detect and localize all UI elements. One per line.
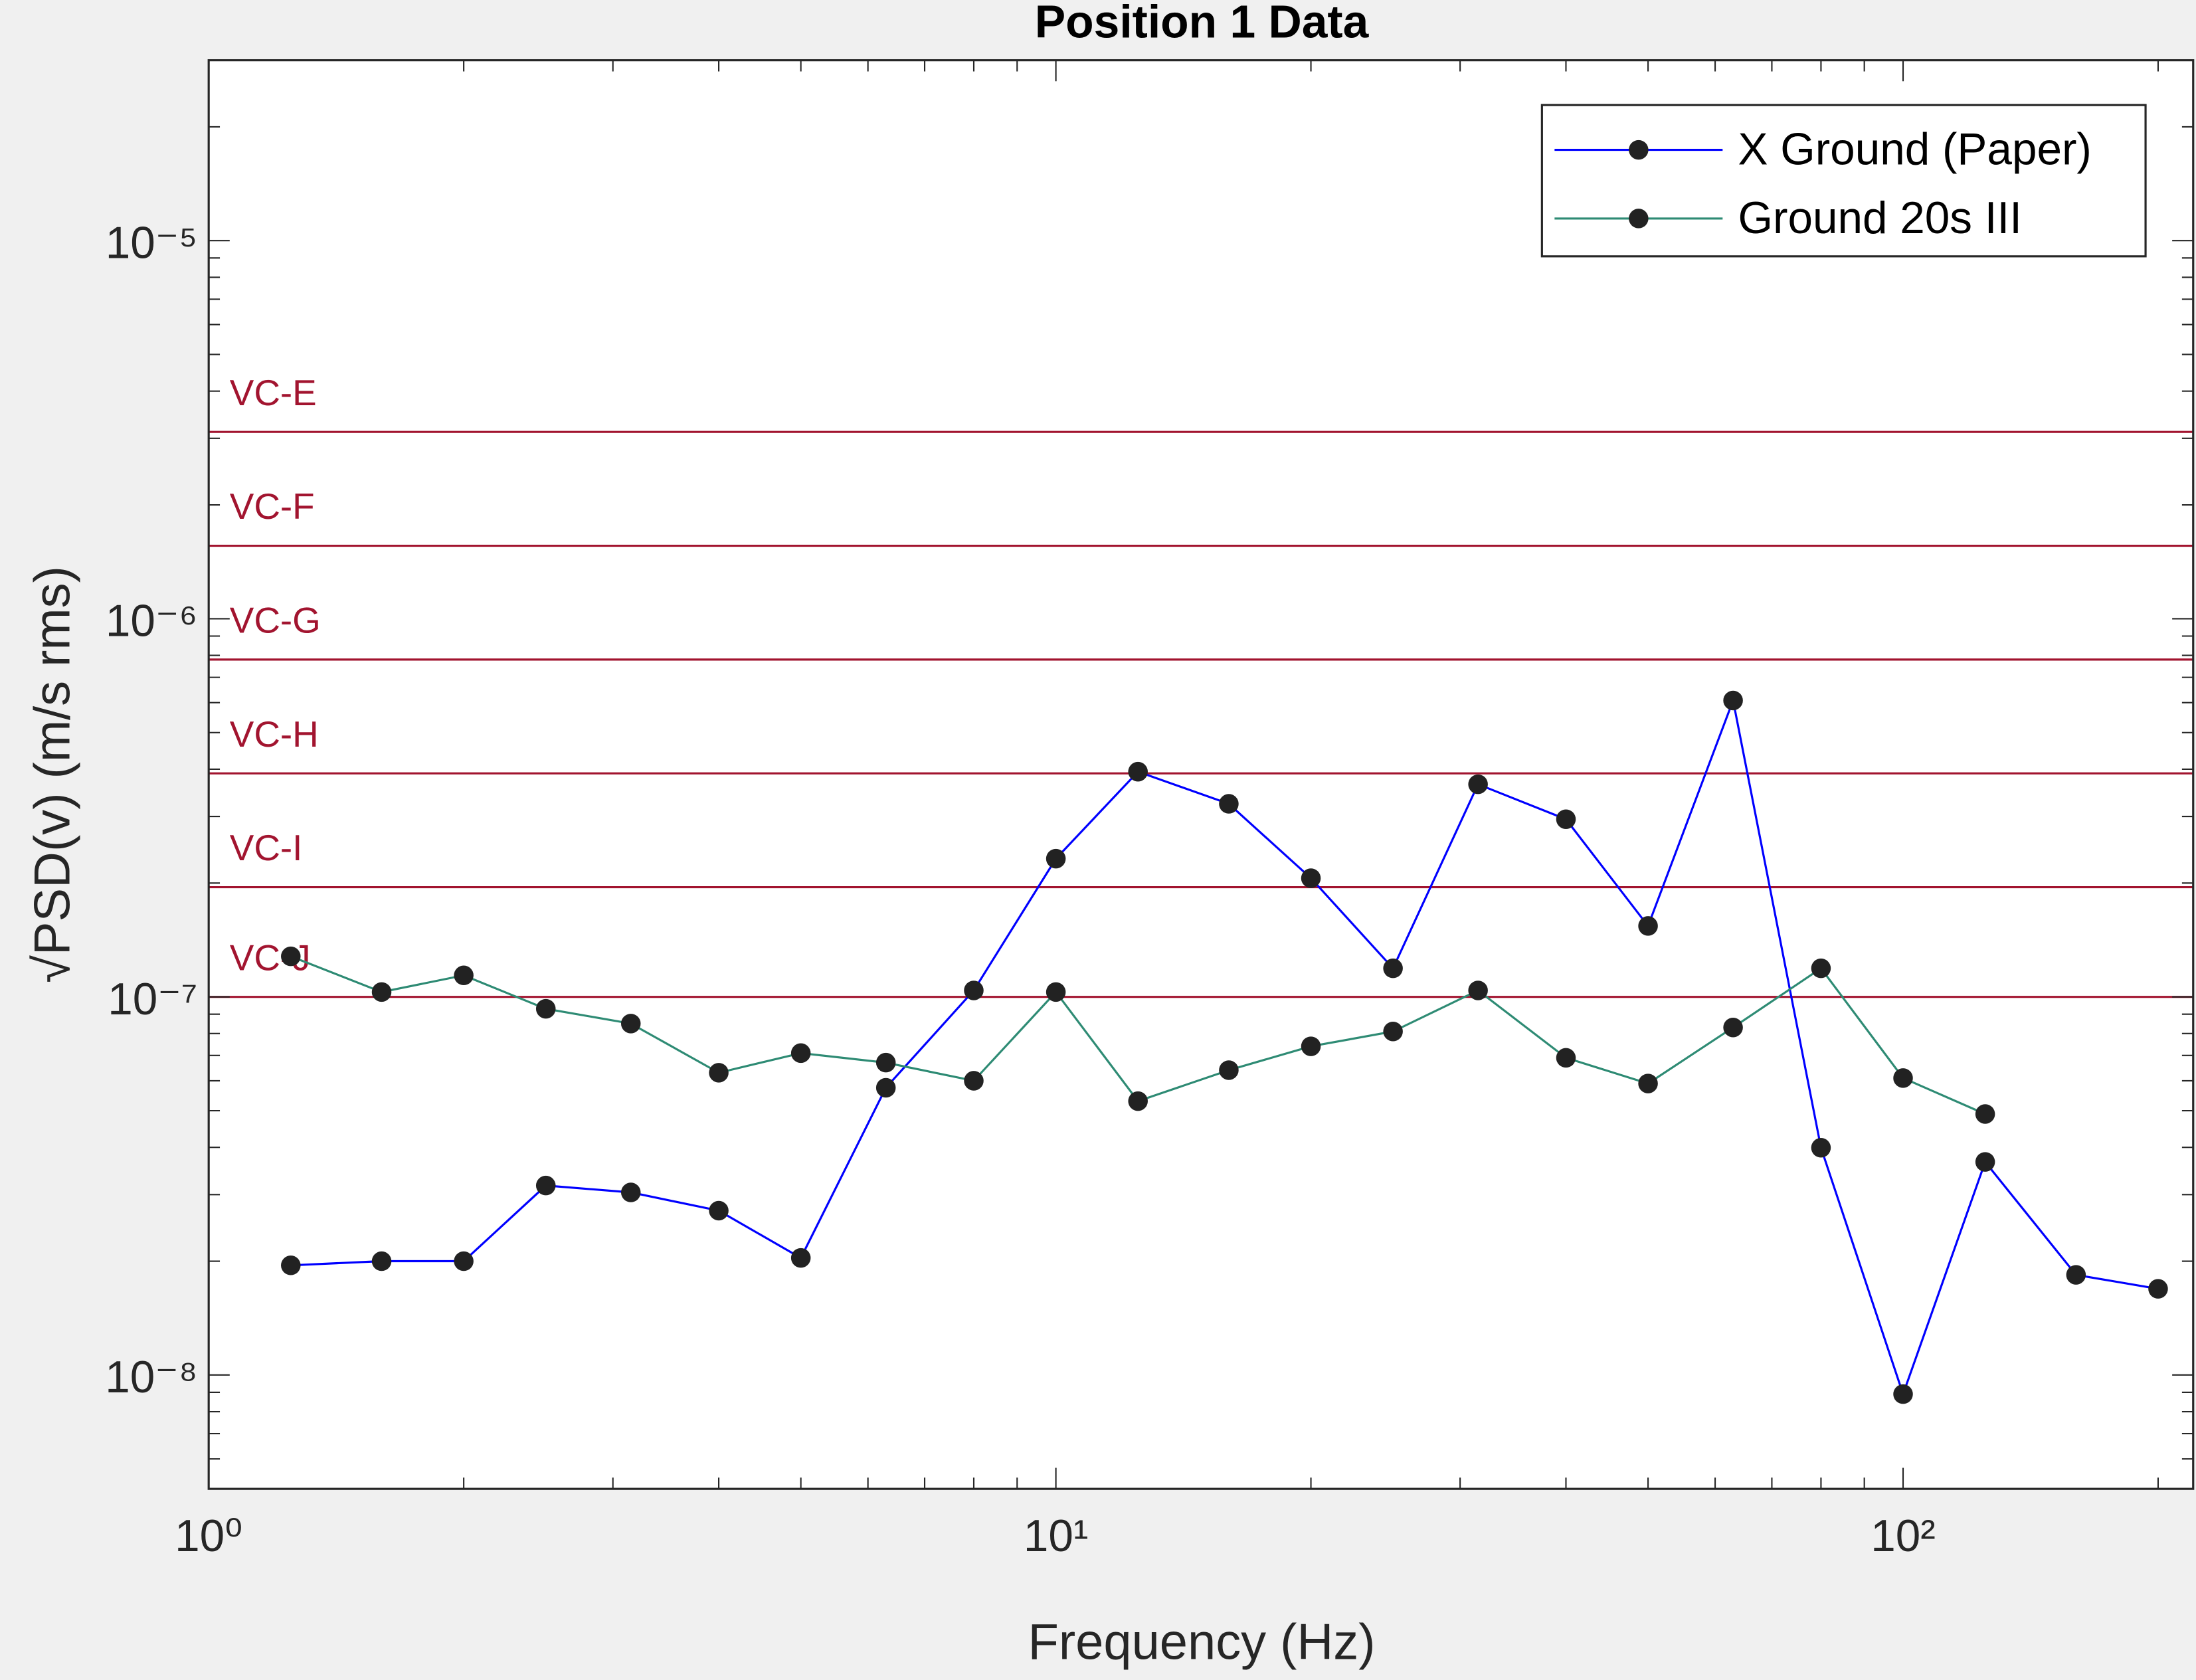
data-point [620, 1182, 641, 1202]
reference-label: VC-F [230, 486, 315, 527]
data-point [371, 982, 392, 1002]
data-point [454, 1251, 474, 1271]
data-point [535, 1175, 556, 1196]
legend-box [1540, 104, 2147, 258]
x-tick-label: 10¹ [1024, 1511, 1089, 1561]
chart-title: Position 1 Data [1035, 0, 1370, 47]
data-point [1638, 916, 1658, 936]
data-point [454, 965, 474, 986]
data-point [1383, 958, 1403, 979]
data-point [964, 980, 984, 1000]
legend-label: Ground 20s III [1738, 193, 2022, 243]
data-point [1046, 848, 1066, 869]
data-point [2066, 1265, 2086, 1285]
data-point [1975, 1104, 1995, 1124]
data-point [1556, 809, 1576, 829]
legend-marker [1629, 209, 1649, 229]
data-point [1383, 1021, 1403, 1042]
data-point [1468, 980, 1488, 1000]
data-point [790, 1043, 811, 1064]
data-point [1128, 761, 1148, 782]
data-point [1468, 774, 1488, 794]
x-axis-label: Frequency (Hz) [1028, 1614, 1376, 1670]
data-point [2148, 1279, 2168, 1299]
data-point [1556, 1048, 1576, 1068]
y-axis-label: √PSD(v) (m/s rms) [24, 566, 80, 983]
legend-label: X Ground (Paper) [1738, 125, 2092, 175]
x-tick-label: 10² [1871, 1511, 1935, 1561]
data-point [1893, 1068, 1913, 1088]
axes-box [207, 59, 2195, 1490]
data-point [281, 1256, 301, 1275]
data-point [1723, 1017, 1743, 1038]
data-point [1975, 1152, 1995, 1172]
data-point [1723, 690, 1743, 711]
data-point [1811, 1138, 1831, 1158]
y-tick-label: 10⁻⁵ [106, 218, 198, 268]
data-point [790, 1248, 811, 1268]
reference-label: VC-H [230, 713, 319, 755]
reference-label: VC-I [230, 827, 303, 868]
data-point [1301, 1036, 1321, 1056]
reference-label: VC-G [230, 600, 321, 641]
plot-background [209, 60, 2193, 1489]
data-point [1638, 1073, 1658, 1093]
data-point [1219, 794, 1239, 814]
data-point [1219, 1060, 1239, 1080]
x-tick-label: 10⁰ [175, 1511, 242, 1561]
legend-marker [1629, 140, 1649, 160]
reference-label: VC-E [230, 372, 317, 413]
data-point [1893, 1384, 1913, 1404]
y-tick-label: 10⁻⁸ [105, 1353, 197, 1402]
data-point [875, 1077, 896, 1098]
data-point [371, 1251, 392, 1271]
y-tick-label: 10⁻⁶ [106, 597, 197, 646]
data-point [1811, 958, 1831, 979]
data-point [535, 998, 556, 1019]
data-point [1128, 1091, 1148, 1111]
y-tick-label: 10⁻⁷ [108, 975, 197, 1024]
data-point [709, 1063, 729, 1083]
plot-area: VC-EVC-FVC-GVC-HVC-IVC-J [209, 372, 2193, 1404]
data-point [875, 1052, 896, 1073]
data-point [620, 1014, 641, 1034]
data-point [709, 1200, 729, 1221]
data-point [964, 1071, 984, 1091]
data-point [1301, 868, 1321, 888]
data-point [1046, 982, 1066, 1002]
data-point [281, 946, 301, 967]
